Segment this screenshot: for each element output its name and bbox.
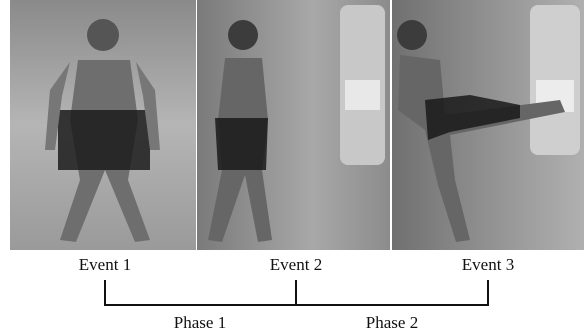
figure: Event 1 Event 2 Event 3 Phase 1 Phase 2 (0, 0, 584, 335)
photo-panel (392, 0, 584, 250)
phase-bracket (104, 280, 489, 305)
event-label: Event 2 (270, 255, 322, 274)
photo-panel (197, 0, 390, 250)
phase-label: Phase 2 (366, 313, 418, 332)
phase-label: Phase 1 (174, 313, 226, 332)
photo-panel (10, 0, 196, 250)
event-label: Event 3 (462, 255, 514, 274)
event-label: Event 1 (79, 255, 131, 274)
